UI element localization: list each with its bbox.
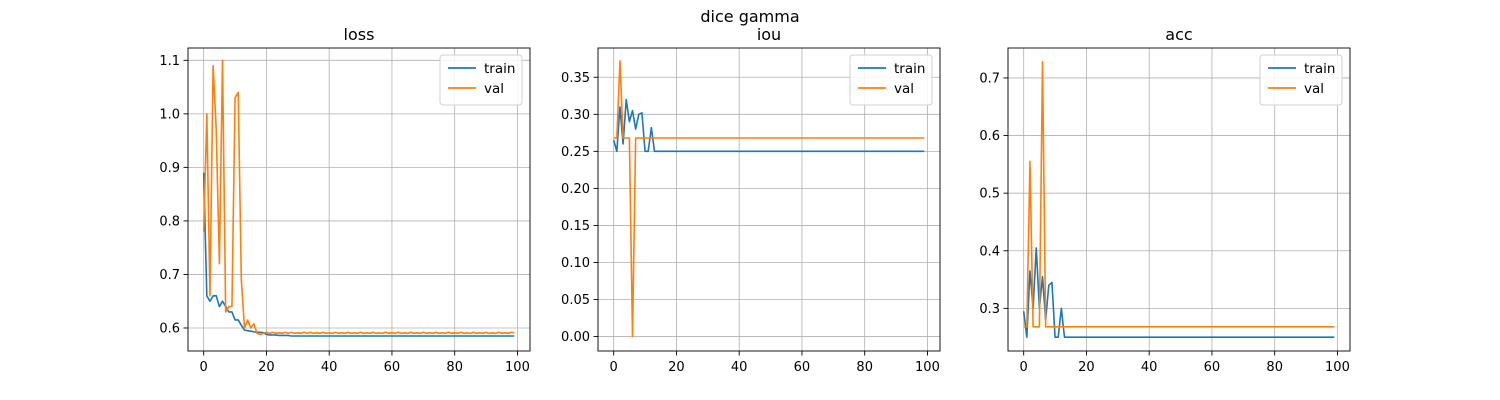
y-tick-label: 0.15 — [561, 219, 590, 234]
legend-label-train: train — [894, 61, 925, 77]
x-tick-label: 20 — [1078, 360, 1095, 375]
y-tick-label: 0.10 — [561, 256, 590, 271]
chart-iou: 0 20 40 60 80 100 0.00 0.05 0.10 0.15 0.20 0.25 0.30… — [561, 25, 941, 375]
y-tick-label: 0.8 — [159, 214, 180, 229]
x-tick-label: 0 — [610, 360, 618, 375]
legend-label-val: val — [1304, 81, 1324, 97]
y-tick-label: 0.5 — [979, 187, 1000, 202]
axes-frame — [187, 47, 531, 352]
x-tick-label: 100 — [505, 360, 530, 375]
axes-frame — [597, 47, 941, 352]
x-tick-label: 80 — [856, 360, 873, 375]
series-line-val — [613, 60, 925, 338]
series-line-val — [202, 59, 515, 336]
x-tick-label: 100 — [915, 360, 940, 375]
x-tick-label: 40 — [731, 360, 748, 375]
series-line-val — [1023, 61, 1335, 328]
y-tick-label: 0.30 — [561, 108, 590, 123]
y-tick-label: 0.3 — [979, 302, 1000, 317]
chart-acc: 0 20 40 60 80 100 0.3 0.4 0.5 0.6 0.7 acc train val — [979, 25, 1351, 375]
y-tick-label: 0.7 — [979, 71, 1000, 86]
chart-loss: 0 20 40 60 80 100 0.6 0.7 0.8 0.9 1.0 1.1 loss train v… — [159, 25, 531, 375]
series-line-train — [1022, 247, 1335, 338]
x-tick-label: 40 — [321, 360, 338, 375]
x-tick-label: 60 — [1204, 360, 1221, 375]
legend-label-train: train — [1304, 61, 1335, 77]
y-tick-label: 0.6 — [159, 321, 180, 336]
y-tick-label: 0.25 — [561, 145, 590, 160]
x-tick-label: 60 — [384, 360, 401, 375]
figure-title: dice gamma — [700, 7, 799, 26]
x-tick-label: 80 — [1266, 360, 1283, 375]
chart-title: iou — [757, 25, 781, 44]
series-line-train — [202, 172, 515, 337]
x-tick-label: 0 — [1020, 360, 1028, 375]
y-tick-label: 0.35 — [561, 71, 590, 86]
y-tick-label: 0.00 — [561, 330, 590, 345]
y-tick-label: 0.20 — [561, 182, 590, 197]
y-tick-label: 0.4 — [979, 244, 1000, 259]
x-tick-label: 100 — [1325, 360, 1350, 375]
legend-label-val: val — [484, 81, 504, 97]
y-tick-label: 0.6 — [979, 129, 1000, 144]
axes-frame — [1007, 47, 1351, 352]
y-tick-label: 1.1 — [159, 54, 180, 69]
y-tick-label: 0.7 — [159, 268, 180, 283]
x-tick-label: 20 — [668, 360, 685, 375]
legend-label-train: train — [484, 61, 515, 77]
y-tick-label: 0.05 — [561, 293, 590, 308]
x-tick-label: 40 — [1141, 360, 1158, 375]
x-tick-label: 80 — [446, 360, 463, 375]
legend-label-val: val — [894, 81, 914, 97]
x-tick-label: 20 — [258, 360, 275, 375]
chart-title: loss — [344, 25, 375, 44]
x-tick-label: 0 — [200, 360, 208, 375]
y-tick-label: 0.9 — [159, 161, 180, 176]
chart-title: acc — [1165, 25, 1192, 44]
y-tick-label: 1.0 — [159, 107, 180, 122]
x-tick-label: 60 — [794, 360, 811, 375]
series-line-train — [612, 98, 925, 153]
